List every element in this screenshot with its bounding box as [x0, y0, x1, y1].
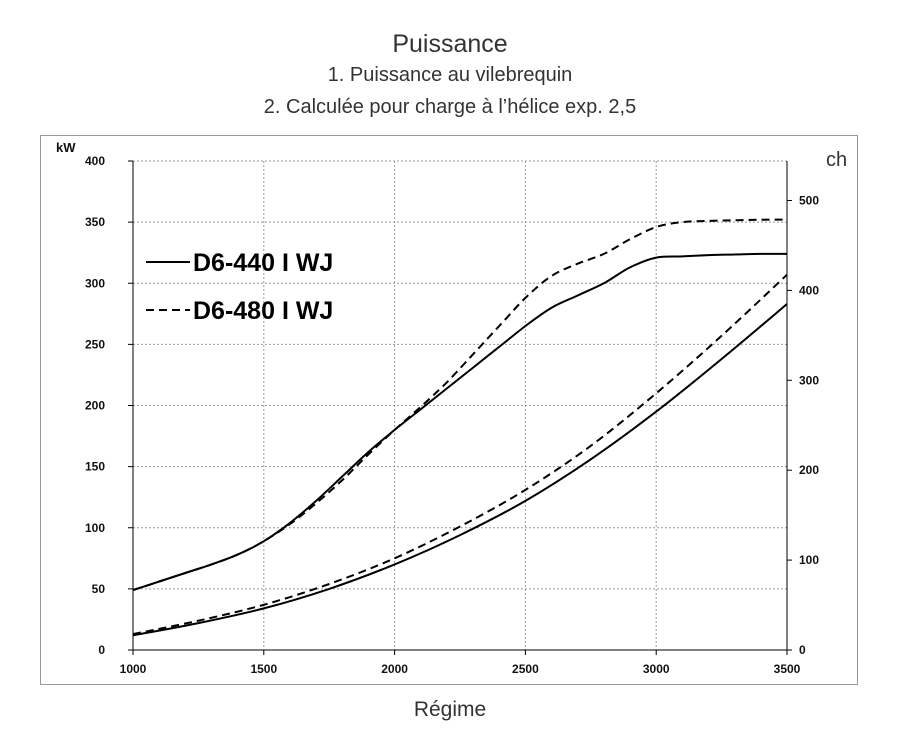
y-left-tick-label: 300 — [85, 276, 105, 290]
ticks-layer: 0 50 100 150 200 250 300 350 400 0 100 200 300 400 500… — [56, 140, 847, 676]
x-tick-label: 3500 — [774, 662, 801, 676]
chart-title: Puissance — [392, 30, 508, 58]
y-right-tick-label: 200 — [799, 463, 819, 477]
legend-label-2: D6-480 I WJ — [193, 297, 333, 325]
y-left-tick-label: 50 — [92, 582, 106, 596]
y-right-tick-label: 100 — [799, 553, 819, 567]
y-left-tick-label: 100 — [85, 521, 105, 535]
y-right-tick-label: 0 — [799, 643, 806, 657]
y-left-unit-label: kW — [56, 140, 76, 155]
y-right-tick-label: 500 — [799, 193, 819, 207]
series-line-4 — [132, 273, 788, 636]
x-tick-label: 3000 — [643, 662, 670, 676]
y-left-tick-label: 150 — [85, 460, 105, 474]
y-right-tick-label: 300 — [799, 373, 819, 387]
y-left-tick-label: 400 — [85, 154, 105, 168]
x-axis-label: Régime — [413, 698, 487, 721]
x-tick-label: 1500 — [250, 662, 277, 676]
y-right-tick-label: 400 — [799, 283, 819, 297]
x-tick-label: 2500 — [512, 662, 539, 676]
y-right-unit-label: ch — [826, 149, 847, 171]
chart-frame — [40, 135, 858, 685]
axes-layer — [132, 161, 788, 651]
x-tick-label: 2000 — [381, 662, 408, 676]
y-left-tick-label: 250 — [85, 337, 105, 351]
chart-subtitle-1: 1. Puissance au vilebrequin — [327, 64, 573, 86]
series-line-3 — [132, 303, 788, 637]
y-left-tick-label: 0 — [98, 643, 105, 657]
x-tick-label: 1000 — [120, 662, 147, 676]
grid-layer — [132, 160, 788, 651]
y-left-tick-label: 200 — [85, 399, 105, 413]
y-left-tick-label: 350 — [85, 215, 105, 229]
series-layer — [132, 218, 788, 637]
series-line-1 — [132, 252, 788, 592]
legend: D6-440 I WJ D6-480 I WJ — [146, 249, 333, 325]
legend-label-1: D6-440 I WJ — [193, 249, 333, 277]
chart-subtitle-2: 2. Calculée pour charge à l’hélice exp. … — [263, 96, 637, 118]
